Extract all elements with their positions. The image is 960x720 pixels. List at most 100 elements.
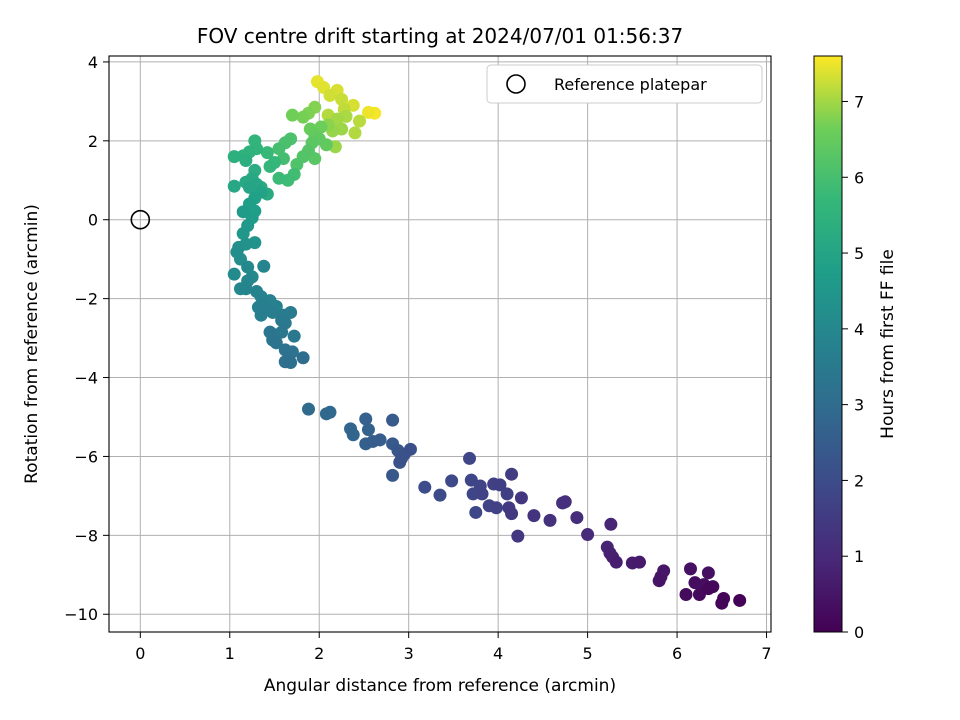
- scatter-point: [296, 351, 310, 365]
- scatter-point: [290, 157, 304, 171]
- scatter-point: [558, 495, 572, 509]
- x-tick-label: 0: [135, 644, 145, 663]
- y-axis-label: Rotation from reference (arcmin): [22, 204, 42, 484]
- x-tick-label: 6: [672, 644, 682, 663]
- scatter-point: [543, 513, 557, 527]
- scatter-point: [604, 517, 618, 531]
- scatter-point: [511, 529, 525, 543]
- y-axis: −10 −8 −6 −4 −2 0 2 4: [64, 53, 109, 624]
- scatter-point: [469, 505, 483, 519]
- scatter-point: [352, 114, 366, 128]
- colorbar-tick-label: 0: [854, 623, 864, 642]
- y-tick-label: −6: [74, 447, 98, 466]
- x-axis: 0 1 2 3 4 5 6 7: [135, 632, 772, 663]
- scatter-point: [445, 474, 459, 488]
- legend: Reference platepar: [486, 64, 763, 104]
- scatter-point: [527, 509, 541, 523]
- scatter-point: [269, 336, 283, 350]
- x-tick-label: 7: [761, 644, 771, 663]
- legend-box: [486, 64, 763, 104]
- chart-title: FOV centre drift starting at 2024/07/01 …: [197, 24, 683, 48]
- legend-marker: [506, 74, 526, 94]
- scatter-point: [301, 402, 315, 416]
- colorbar-ticks: 0 1 2 3 4 5 6 7: [842, 92, 864, 642]
- scatter-point: [348, 126, 362, 140]
- plot-frame: [108, 55, 772, 633]
- scatter-point: [335, 92, 349, 106]
- scatter-point: [266, 305, 280, 319]
- scatter-point: [239, 154, 253, 168]
- scatter-point: [505, 507, 519, 521]
- x-tick-label: 3: [404, 644, 414, 663]
- y-tick-label: 2: [88, 132, 98, 151]
- y-tick-label: −8: [74, 526, 98, 545]
- x-tick-label: 5: [583, 644, 593, 663]
- scatter-point: [257, 259, 271, 273]
- scatter-point: [475, 487, 489, 501]
- scatter-point: [715, 596, 729, 610]
- scatter-point: [418, 480, 432, 494]
- scatter-point: [701, 566, 715, 580]
- scatter-point: [463, 451, 477, 465]
- x-tick-label: 4: [493, 644, 503, 663]
- scatter-point: [581, 528, 595, 542]
- scatter-point: [489, 501, 503, 515]
- colorbar-tick-label: 5: [854, 244, 864, 263]
- scatter-point: [323, 405, 337, 419]
- colorbar-tick-label: 2: [854, 471, 864, 490]
- scatter-point: [227, 150, 241, 164]
- scatter-point: [500, 487, 514, 501]
- colorbar-tick-label: 6: [854, 168, 864, 187]
- scatter-point: [236, 205, 250, 219]
- colorbar-tick-label: 1: [854, 547, 864, 566]
- plot-area: [108, 55, 772, 633]
- scatter-point: [683, 562, 697, 576]
- x-tick-label: 2: [314, 644, 324, 663]
- scatter-point: [227, 267, 241, 281]
- plot-background: [109, 56, 771, 632]
- scatter-point: [361, 423, 375, 437]
- scatter-point: [386, 413, 400, 427]
- colorbar: 0 1 2 3 4 5 6 7 Hours from first FF file: [813, 55, 898, 642]
- scatter-point: [284, 305, 298, 319]
- scatter-point: [514, 491, 528, 505]
- x-tick-label: 1: [225, 644, 235, 663]
- scatter-point: [386, 468, 400, 482]
- y-tick-label: 4: [88, 53, 98, 72]
- scatter-point: [373, 433, 387, 447]
- scatter-point: [296, 110, 310, 124]
- scatter-point: [632, 555, 646, 569]
- scatter-point: [284, 356, 298, 370]
- scatter-point: [285, 108, 299, 122]
- scatter-point: [505, 467, 519, 481]
- grid: [109, 56, 771, 632]
- scatter-point: [263, 159, 277, 173]
- scatter-point: [359, 412, 373, 426]
- scatter-point: [241, 260, 255, 274]
- scatter-point: [701, 582, 715, 596]
- scatter-point: [346, 428, 360, 442]
- scatter-point: [239, 282, 253, 296]
- scatter-point: [272, 142, 286, 156]
- scatter-point: [570, 511, 584, 525]
- scatter-point: [403, 442, 417, 456]
- y-tick-label: −2: [74, 290, 98, 309]
- scatter-point: [679, 588, 693, 602]
- scatter-point: [287, 329, 301, 343]
- scatter-point: [242, 180, 256, 194]
- colorbar-tick-label: 3: [854, 396, 864, 415]
- scatter-point: [227, 179, 241, 193]
- x-axis-label: Angular distance from reference (arcmin): [264, 676, 616, 696]
- scatter-point: [688, 576, 702, 590]
- reference-platepar-marker: [130, 209, 151, 230]
- scatter-points: [227, 75, 747, 610]
- scatter-point: [609, 555, 623, 569]
- scatter-point: [323, 88, 337, 102]
- scatter-point: [652, 574, 666, 588]
- scatter-point: [361, 105, 375, 119]
- scatter-point: [285, 345, 299, 359]
- colorbar-label: Hours from first FF file: [878, 249, 898, 439]
- colorbar-gradient: [813, 55, 843, 633]
- scatter-point: [433, 488, 447, 502]
